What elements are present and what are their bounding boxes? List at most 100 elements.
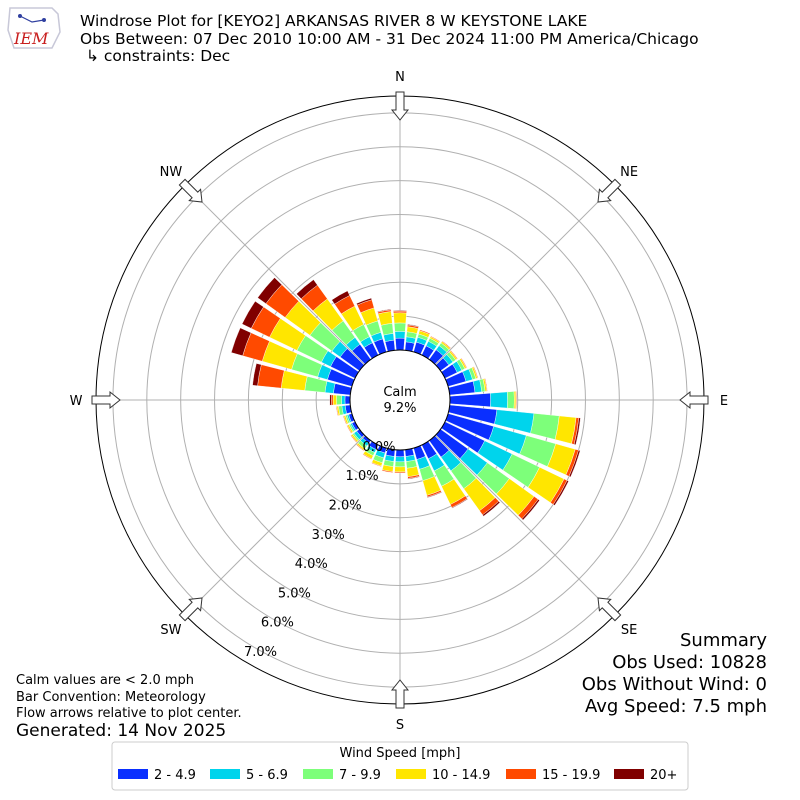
radial-tick-label: 1.0% bbox=[346, 469, 379, 484]
iem-logo: IEM bbox=[7, 7, 61, 49]
radial-tick-label: 3.0% bbox=[312, 528, 345, 543]
wind-bar-segment bbox=[393, 312, 407, 324]
calm-label: Calm bbox=[383, 385, 416, 400]
wind-bar-segment bbox=[450, 350, 458, 360]
chart-title: Windrose Plot for [KEYO2] ARKANSAS RIVER… bbox=[80, 12, 587, 30]
wind-bar-segment bbox=[573, 417, 581, 446]
wind-bar-segment bbox=[449, 392, 491, 408]
wind-bar-segment bbox=[371, 462, 382, 467]
wind-bar-segment bbox=[395, 337, 405, 351]
wind-bar-segment bbox=[280, 370, 308, 391]
flow-arrow bbox=[178, 597, 203, 622]
wind-bar-segment bbox=[381, 469, 394, 473]
wind-bar-segment bbox=[377, 311, 393, 326]
note-bar-convention: Bar Convention: Meteorology bbox=[16, 690, 206, 705]
logo-text: IEM bbox=[13, 29, 49, 48]
direction-label: SW bbox=[160, 623, 181, 638]
wind-bar-segment bbox=[304, 376, 328, 393]
wind-bar-segment bbox=[395, 456, 405, 463]
flow-arrow bbox=[390, 679, 410, 709]
direction-label: N bbox=[395, 70, 405, 85]
flow-arrow bbox=[91, 390, 121, 410]
legend-title: Wind Speed [mph] bbox=[340, 746, 461, 761]
wind-bar-segment bbox=[394, 461, 406, 468]
wind-bar-segment bbox=[521, 499, 540, 521]
wind-bar-segment bbox=[362, 453, 372, 460]
legend-label: 2 - 4.9 bbox=[154, 768, 196, 783]
wind-bar-segment bbox=[384, 339, 396, 352]
summary-avg-speed: Avg Speed: 7.5 mph bbox=[585, 696, 767, 717]
wind-bar-segment bbox=[460, 357, 468, 369]
note-calm: Calm values are < 2.0 mph bbox=[16, 673, 194, 688]
legend-swatch bbox=[396, 769, 426, 779]
calm-circle bbox=[349, 349, 451, 451]
flow-arrow bbox=[390, 91, 410, 121]
wind-bar-segment bbox=[332, 394, 337, 406]
wind-bar-segment bbox=[394, 331, 406, 339]
wind-bar-segment bbox=[341, 395, 346, 405]
wind-bar-segment bbox=[427, 491, 443, 498]
calm-value: 9.2% bbox=[383, 401, 416, 416]
wind-bar-segment bbox=[419, 329, 431, 335]
wind-bar-segment bbox=[329, 394, 332, 406]
chart-constraints: ↳ constraints: Dec bbox=[86, 47, 230, 65]
wind-bar-segment bbox=[490, 391, 508, 409]
wind-bar-segment bbox=[484, 378, 488, 392]
legend-label: 7 - 9.9 bbox=[339, 768, 381, 783]
wind-bar-segment bbox=[377, 308, 392, 313]
compass-ring: N NE E SE S SW W NW bbox=[70, 70, 729, 733]
direction-label: S bbox=[396, 718, 404, 733]
generated-date: Generated: 14 Nov 2025 bbox=[16, 721, 226, 741]
legend-swatch bbox=[506, 769, 536, 779]
wind-bar-segment bbox=[241, 300, 264, 329]
wind-bar-segment bbox=[230, 327, 252, 357]
radial-tick-label: 5.0% bbox=[278, 586, 311, 601]
flow-arrow bbox=[597, 597, 622, 622]
wind-bar-segment bbox=[335, 406, 339, 417]
wind-bar-segment bbox=[394, 322, 406, 332]
wind-bar-segment bbox=[342, 415, 347, 425]
flow-arrow bbox=[679, 390, 709, 410]
radial-tick-label: 6.0% bbox=[261, 616, 294, 631]
wind-bar-segment bbox=[530, 413, 560, 440]
wind-bar-segment bbox=[507, 391, 515, 409]
summary-obs-used: Obs Used: 10828 bbox=[612, 652, 767, 673]
wind-bar-segment bbox=[336, 395, 342, 405]
wind-bar-segment bbox=[296, 279, 318, 300]
wind-bar-segment bbox=[380, 323, 394, 336]
wind-bar-segment bbox=[430, 335, 441, 343]
flow-arrow bbox=[597, 178, 622, 203]
flow-arrow bbox=[178, 178, 203, 203]
wind-bars bbox=[230, 277, 581, 521]
legend-swatch bbox=[118, 769, 148, 779]
summary-obs-without-wind: Obs Without Wind: 0 bbox=[582, 674, 767, 695]
wind-bar-segment bbox=[331, 290, 350, 305]
summary-title: Summary bbox=[680, 630, 767, 651]
direction-label: NE bbox=[620, 165, 638, 180]
wind-bar-segment bbox=[394, 471, 406, 474]
wind-bar-segment bbox=[552, 480, 569, 506]
legend-swatch bbox=[303, 769, 333, 779]
wind-bar-segment bbox=[257, 277, 283, 304]
wind-bar-segment bbox=[482, 500, 501, 517]
legend-label: 10 - 14.9 bbox=[432, 768, 490, 783]
legend-label: 5 - 6.9 bbox=[246, 768, 288, 783]
wind-bar-segment bbox=[394, 466, 406, 473]
wind-bar-segment bbox=[451, 498, 468, 509]
grid-spoke bbox=[435, 435, 616, 616]
direction-label: SE bbox=[621, 623, 637, 638]
wind-bar-segment bbox=[473, 366, 479, 379]
direction-label: NW bbox=[160, 165, 183, 180]
wind-bar-segment bbox=[441, 340, 452, 349]
wind-bar-segment bbox=[346, 425, 352, 434]
direction-label: W bbox=[70, 394, 83, 409]
grid-spoke bbox=[184, 184, 365, 365]
radial-tick-label: 7.0% bbox=[244, 645, 277, 660]
radial-tick-labels: 0.0% 1.0% 2.0% 3.0% 4.0% 5.0% 6.0% 7.0% bbox=[244, 440, 396, 660]
wind-bar-segment bbox=[350, 434, 358, 443]
legend-label: 20+ bbox=[650, 768, 677, 783]
wind-bar-segment bbox=[257, 364, 285, 389]
radial-tick-label: 2.0% bbox=[329, 498, 362, 513]
wind-bar-segment bbox=[356, 297, 373, 306]
